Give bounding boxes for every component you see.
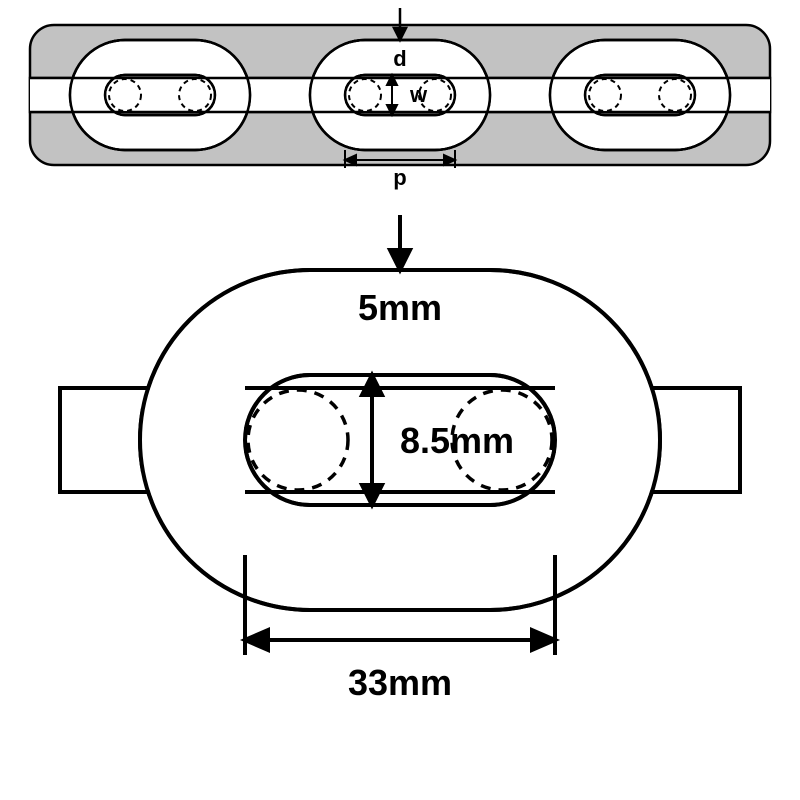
bottom-arrow-thickness <box>390 215 410 270</box>
bottom-chain-detail: 5mm 8.5mm 33mm <box>60 215 740 703</box>
label-pitch: 33mm <box>348 662 452 703</box>
label-p: p <box>393 165 406 190</box>
label-inner-width: 8.5mm <box>400 420 514 461</box>
label-d: d <box>393 46 406 71</box>
top-chain-overview: d w p <box>30 8 770 190</box>
label-thickness: 5mm <box>358 287 442 328</box>
label-w: w <box>409 82 428 107</box>
